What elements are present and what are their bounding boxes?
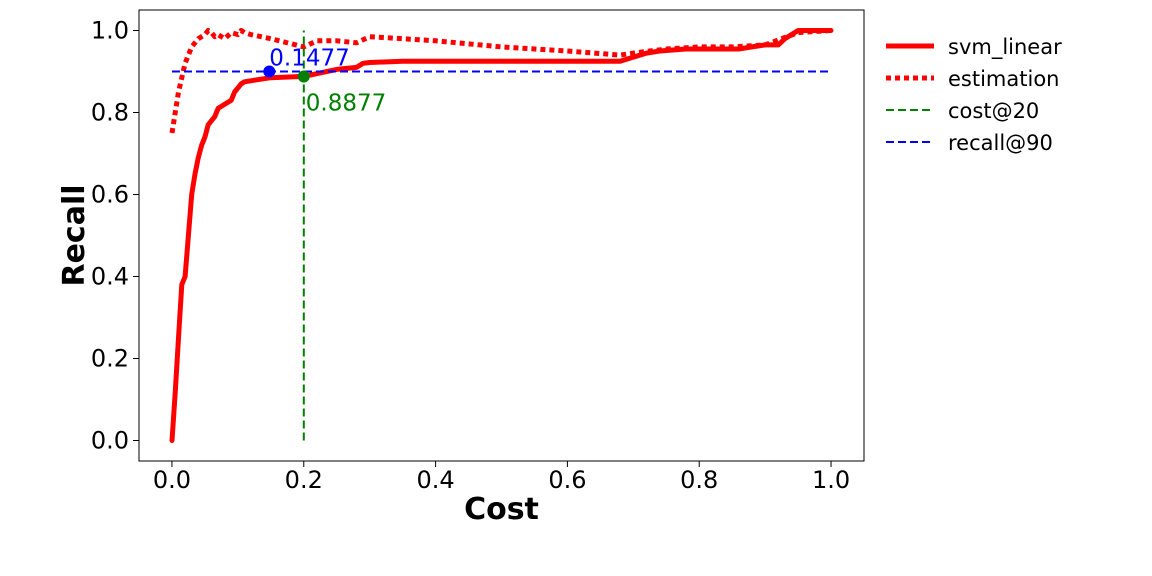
axes: 0.0 0.2 0.4 0.6 0.8 1.0 0.0 0.2 0.4 0.6 0.8 1.0 [91, 9, 865, 494]
x-tick-label: 0.4 [417, 466, 455, 494]
y-tick-label: 0.4 [91, 263, 129, 291]
y-tick-label: 1.0 [91, 17, 129, 45]
annotation-label-1: 0.8877 [306, 91, 386, 117]
x-tick-label: 0.8 [680, 466, 718, 494]
annotation-marker-0 [263, 65, 276, 78]
x-tick-label: 1.0 [812, 466, 850, 494]
x-tick-label: 0.6 [548, 466, 586, 494]
series-line-svm-linear [169, 28, 834, 443]
axes-frame [138, 9, 865, 462]
legend: svm_linear estimation cost@20 recall@90 [886, 35, 1062, 155]
series-line-estimation [169, 28, 832, 134]
legend-label-1: estimation [948, 67, 1059, 91]
legend-label-2: cost@20 [948, 99, 1039, 123]
y-tick-label: 0.6 [91, 181, 129, 209]
y-tick-label: 0.8 [91, 99, 129, 127]
legend-label-3: recall@90 [948, 131, 1053, 155]
plot-area: 0.1477 0.8877 [169, 28, 834, 443]
y-tick-label: 0.0 [91, 427, 129, 455]
x-axis-title: Cost [464, 492, 539, 527]
y-axis-title: Recall [57, 184, 92, 286]
legend-label-0: svm_linear [948, 35, 1062, 60]
annotation-label-0: 0.1477 [269, 46, 349, 72]
x-tick-label: 0.0 [153, 466, 191, 494]
annotation-marker-1 [297, 70, 310, 83]
x-tick-label: 0.2 [285, 466, 323, 494]
y-tick-label: 0.2 [91, 345, 129, 373]
